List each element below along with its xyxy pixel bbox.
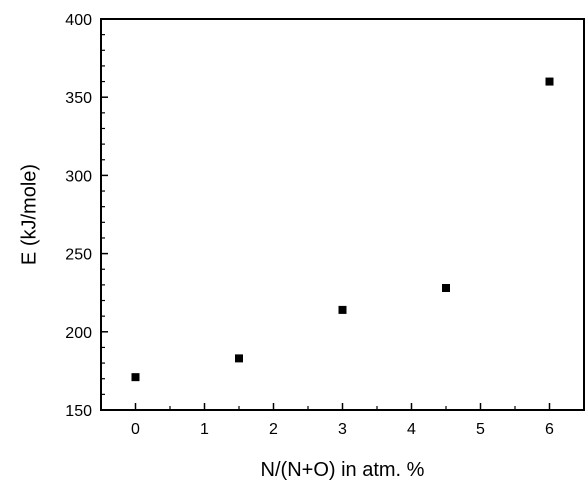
x-tick-label: 2: [269, 421, 278, 438]
x-axis-ticks: 0 1 2 3 4 5 6: [131, 403, 554, 438]
x-axis-title: N/(N+O) in atm. %: [261, 459, 425, 481]
data-point: [338, 305, 347, 314]
plot-frame: [100, 18, 585, 411]
x-tick-label: 1: [200, 421, 209, 438]
data-point: [235, 354, 243, 363]
data-point: [442, 284, 450, 293]
plot-area-border: [100, 18, 585, 411]
y-tick-label: 250: [65, 247, 92, 264]
x-tick-label: 4: [407, 421, 416, 438]
data-point: [545, 77, 554, 86]
y-tick-label: 400: [65, 12, 92, 29]
y-tick-label: 300: [65, 168, 92, 185]
data-point: [131, 373, 140, 382]
x-tick-label: 5: [476, 421, 485, 438]
y-axis-ticks: 150 200 250 300 350 400: [65, 12, 108, 420]
x-tick-label: 0: [131, 421, 140, 438]
y-axis-title: E (kJ/mole): [18, 164, 40, 265]
x-tick-label: 6: [545, 421, 554, 438]
y-tick-label: 200: [65, 325, 92, 342]
data-points: [131, 77, 554, 382]
y-tick-label: 350: [65, 90, 92, 107]
y-tick-label: 150: [65, 403, 92, 420]
x-tick-label: 3: [338, 421, 347, 438]
